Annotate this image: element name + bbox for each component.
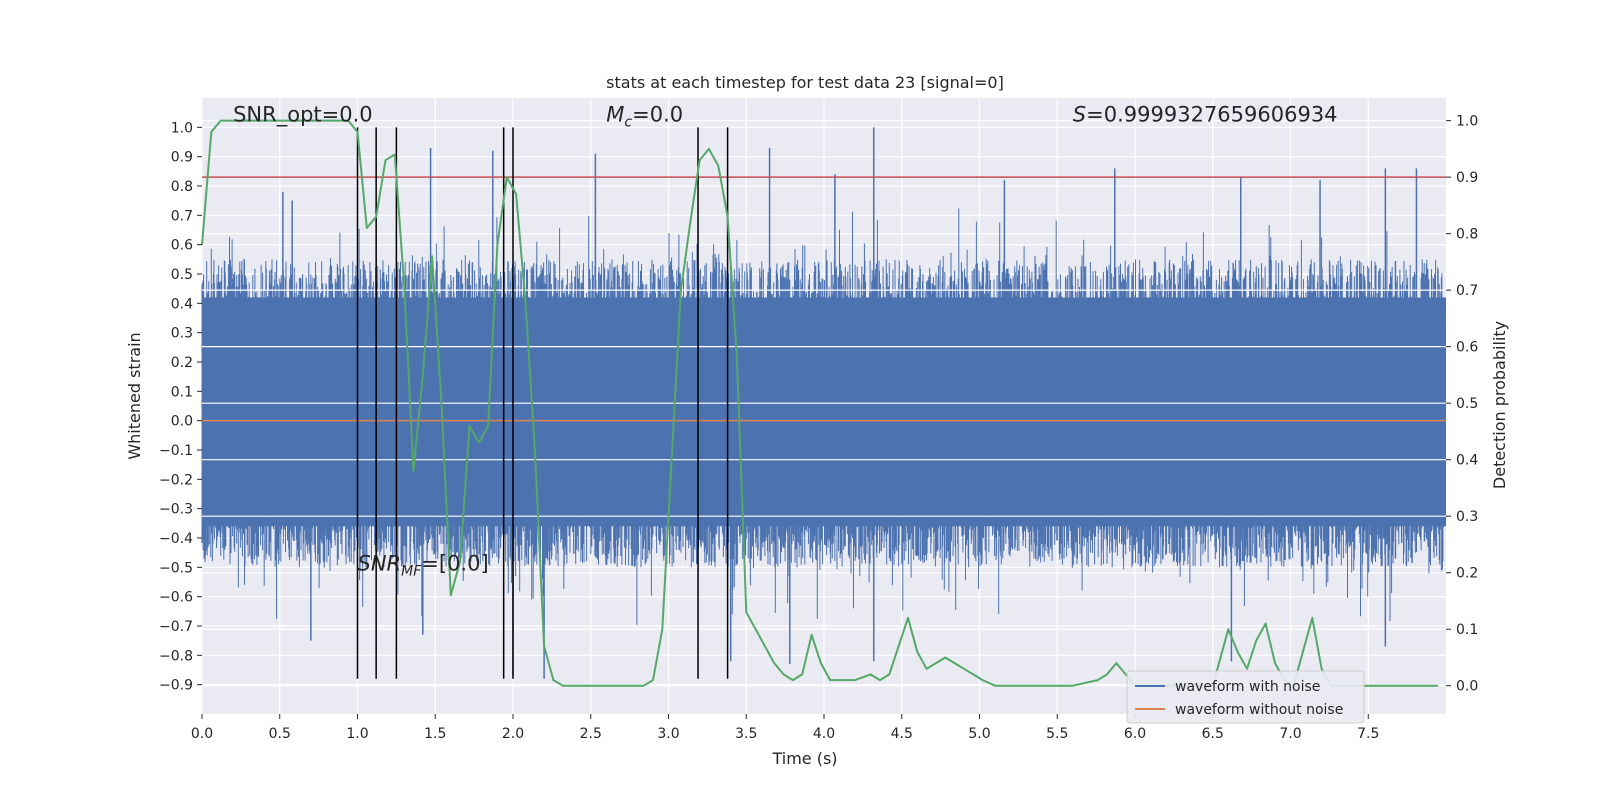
vertical-markers: [356, 127, 729, 679]
y-tick-label: 1.0: [171, 120, 193, 136]
x-tick-label: 3.5: [735, 726, 757, 742]
y-axis-label: Whitened strain: [125, 332, 144, 459]
y-tick-label: 0.4: [171, 296, 193, 312]
legend: waveform with noise waveform without nois…: [1126, 670, 1365, 724]
y2-tick-label: 0.5: [1456, 396, 1478, 412]
legend-label: waveform without noise: [1175, 702, 1343, 718]
y-tick-label: 0.1: [171, 384, 193, 400]
legend-label: waveform with noise: [1175, 679, 1320, 695]
x-axis-label: Time (s): [771, 749, 837, 768]
x-tick-label: 1.5: [424, 726, 446, 742]
y-tick-label: 0.7: [171, 208, 193, 224]
y-tick-label: −0.9: [159, 678, 193, 694]
x-tick-label: 4.5: [891, 726, 913, 742]
annotation-text: Mc=0.0: [606, 102, 683, 130]
y-tick-label: −0.1: [159, 443, 193, 459]
y2-tick-label: 0.3: [1456, 509, 1478, 525]
y-tick-label: 0.5: [171, 267, 193, 283]
annotation-text: S=0.9999327659606934: [1073, 102, 1338, 126]
y-tick-label: 0.8: [171, 179, 193, 195]
x-tick-label: 1.0: [346, 726, 368, 742]
annotation-text: SNRMF=[0.0]: [358, 551, 489, 579]
x-tick-label: 3.0: [657, 726, 679, 742]
x-tick-label: 7.0: [1279, 726, 1301, 742]
y2-axis-label: Detection probability: [1490, 321, 1509, 489]
x-tick-label: 5.5: [1046, 726, 1068, 742]
x-tick-label: 5.0: [968, 726, 990, 742]
x-tick-label: 6.5: [1202, 726, 1224, 742]
y-tick-label: 0.2: [171, 355, 193, 371]
x-tick-label: 7.5: [1357, 726, 1379, 742]
y-tick-label: 0.0: [171, 414, 193, 430]
x-tick-label: 2.5: [580, 726, 602, 742]
y-tick-label: −0.4: [159, 531, 193, 547]
y2-tick-label: 0.7: [1456, 283, 1478, 299]
y2-tick-label: 0.2: [1456, 566, 1478, 582]
y2-tick-label: 0.9: [1456, 170, 1478, 186]
y-tick-label: −0.7: [159, 619, 193, 635]
y2-tick-label: 0.4: [1456, 453, 1478, 469]
y2-tick-label: 0.8: [1456, 227, 1478, 243]
x-tick-label: 2.0: [502, 726, 524, 742]
legend-box: [1126, 670, 1365, 724]
x-tick-label: 6.0: [1124, 726, 1146, 742]
annotation-text: SNR_opt=0.0: [233, 102, 373, 127]
y-tick-label: −0.3: [159, 502, 193, 518]
x-tick-label: 4.0: [813, 726, 835, 742]
y2-tick-label: 0.1: [1456, 622, 1478, 638]
y-tick-label: 0.6: [171, 238, 193, 254]
y-tick-label: −0.2: [159, 472, 193, 488]
x-tick-label: 0.5: [269, 726, 291, 742]
y2-tick-label: 1.0: [1456, 114, 1478, 130]
noise-waveform-series: [201, 127, 1446, 679]
y-tick-label: −0.5: [159, 560, 193, 576]
y2-tick-label: 0.0: [1456, 679, 1478, 695]
y-tick-label: −0.8: [159, 648, 193, 664]
chart-title: stats at each timestep for test data 23 …: [606, 73, 1004, 92]
x-tick-label: 0.0: [191, 726, 213, 742]
y2-tick-label: 0.6: [1456, 340, 1478, 356]
y-tick-label: 0.9: [171, 150, 193, 166]
y-tick-label: −0.6: [159, 590, 193, 606]
y-tick-label: 0.3: [171, 326, 193, 342]
